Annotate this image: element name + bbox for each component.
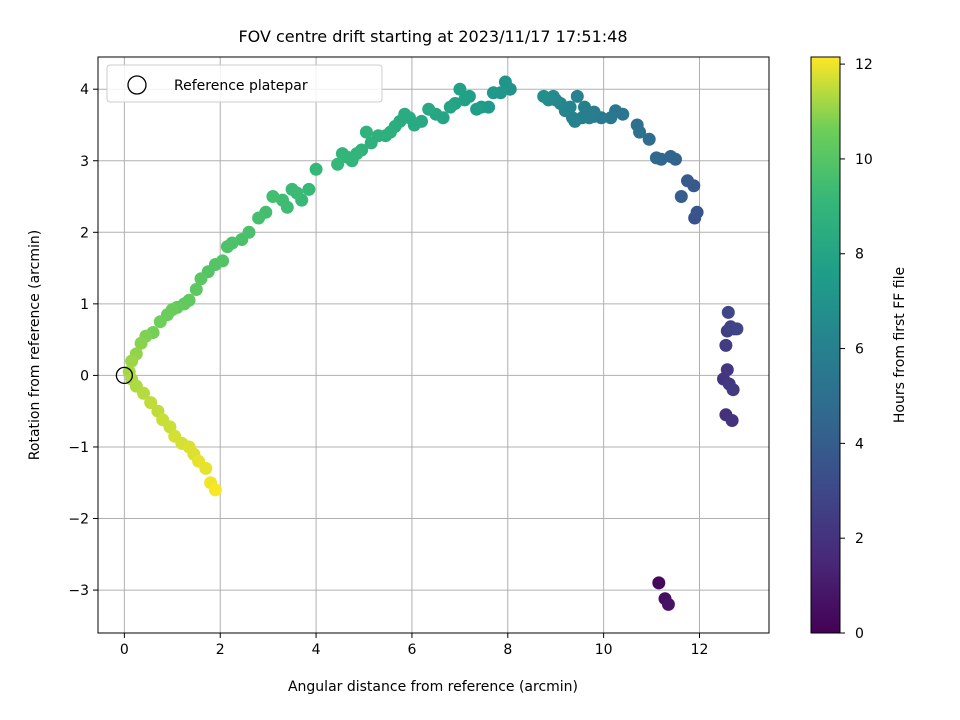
data-point (537, 89, 551, 103)
data-point (422, 102, 436, 116)
legend-marker (127, 75, 147, 95)
data-point (730, 322, 744, 336)
data-point (144, 396, 158, 410)
data-point (364, 136, 378, 150)
data-point (726, 383, 740, 397)
colorbar-tick-label: 12 (855, 57, 873, 73)
data-point (674, 190, 688, 203)
legend-box (106, 64, 383, 103)
y-tick-label: 3 (80, 154, 89, 170)
x-axis-ticks: 0 2 4 6 8 10 12 (120, 633, 709, 658)
data-point (642, 132, 656, 146)
x-tick-label: 10 (595, 642, 613, 658)
data-point (266, 190, 280, 203)
x-tick-label: 4 (312, 642, 321, 658)
y-axis-label: Rotation from reference (arcmin) (27, 230, 43, 460)
legend-entry: Reference platepar (174, 78, 308, 94)
y-tick-label: −2 (68, 512, 89, 528)
data-point (661, 597, 675, 611)
data-point (578, 100, 591, 114)
data-point (719, 338, 733, 352)
grid-lines (98, 57, 769, 633)
colorbar-tick-label: 0 (855, 626, 864, 642)
data-point (125, 354, 139, 368)
data-point (486, 86, 500, 100)
data-point (587, 105, 601, 119)
data-point (252, 211, 266, 225)
data-point (302, 182, 316, 196)
data-point (570, 89, 584, 103)
x-tick-label: 6 (407, 642, 416, 658)
data-points (122, 75, 744, 611)
data-point (285, 182, 299, 196)
data-point (649, 151, 663, 165)
data-point (359, 125, 373, 139)
data-point (690, 205, 704, 219)
data-point (137, 386, 150, 400)
data-point (633, 125, 647, 139)
data-point (470, 102, 484, 116)
data-point (309, 162, 323, 176)
colorbar-tick-label: 2 (855, 531, 864, 547)
legend: Reference platepar (106, 64, 383, 103)
x-tick-label: 2 (216, 642, 225, 658)
data-point (208, 483, 222, 497)
colorbar-tick-label: 10 (855, 152, 873, 168)
data-point (652, 576, 666, 590)
x-tick-label: 8 (503, 642, 512, 658)
data-point (720, 363, 734, 377)
y-tick-label: 0 (80, 368, 89, 384)
data-point (134, 336, 148, 350)
colorbar-ticks: 0 2 4 6 8 10 12 (840, 57, 873, 642)
y-tick-label: −1 (68, 440, 89, 456)
y-tick-label: 2 (80, 225, 89, 241)
colorbar-tick-label: 4 (855, 436, 864, 452)
reference-platepar-marker (115, 366, 134, 385)
data-point (199, 461, 213, 475)
x-tick-label: 0 (120, 642, 129, 658)
data-point (453, 82, 467, 96)
colorbar-label: Hours from first FF file (892, 267, 908, 423)
y-tick-label: 4 (80, 82, 89, 98)
data-point (604, 111, 618, 125)
colorbar-tick-label: 6 (855, 342, 864, 358)
data-point (721, 305, 735, 319)
data-point (189, 283, 203, 296)
data-point (331, 157, 345, 171)
data-point (725, 414, 739, 427)
chart-title: FOV centre drift starting at 2023/11/17 … (238, 27, 627, 46)
plot-frame (97, 56, 770, 634)
y-axis-ticks: −3 −2 −1 0 1 2 3 4 (68, 82, 98, 599)
data-point (443, 100, 457, 114)
y-tick-label: 1 (80, 297, 89, 313)
y-tick-label: −3 (68, 583, 89, 599)
colorbar-tick-label: 8 (855, 247, 864, 263)
data-point (498, 75, 512, 89)
data-point (335, 147, 349, 161)
colorbar (810, 56, 841, 634)
data-point (681, 174, 694, 188)
x-axis-label: Angular distance from reference (arcmin) (288, 679, 578, 695)
x-tick-label: 12 (691, 642, 709, 658)
data-point (220, 240, 234, 254)
data-point (153, 315, 167, 329)
data-point (194, 272, 208, 286)
